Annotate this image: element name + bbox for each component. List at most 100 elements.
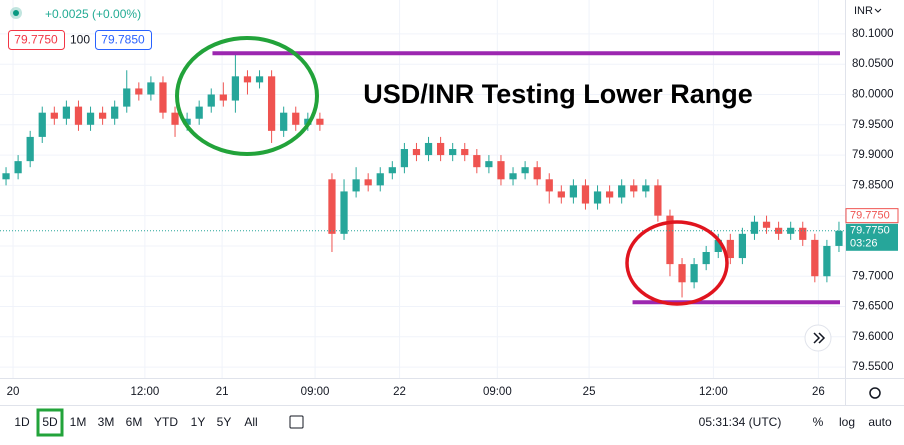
candle-body (62, 106, 71, 119)
range-button[interactable]: 3M (98, 415, 115, 429)
y-tick-label: 79.6500 (852, 301, 894, 313)
candle-body (436, 142, 445, 156)
candle-body (666, 215, 674, 265)
candle-body (400, 149, 409, 168)
y-tick-label: 79.7000 (852, 270, 894, 282)
x-tick-label: 20 (7, 386, 20, 398)
candle-body (738, 233, 747, 259)
candle-body (340, 191, 348, 234)
y-tick-label: 80.0000 (852, 89, 894, 101)
candle-body (449, 149, 457, 156)
candle-body (219, 94, 227, 101)
range-button[interactable]: 5Y (217, 415, 232, 429)
annotation: USD/INR Testing Lower Range (363, 79, 753, 109)
range-button[interactable]: All (244, 415, 257, 429)
candle-body (183, 118, 191, 125)
candle-body (38, 112, 46, 137)
x-tick-label: 12:00 (130, 386, 159, 398)
candle-body (461, 149, 469, 156)
candle-body (678, 264, 686, 283)
candle-body (123, 88, 131, 107)
candle-body (50, 112, 58, 119)
range-button[interactable]: 1D (14, 415, 30, 429)
candle-body (509, 173, 517, 180)
candle-body (545, 179, 553, 192)
candle-body (74, 106, 83, 125)
scale-option[interactable]: log (839, 415, 855, 429)
range-button[interactable]: 6M (126, 415, 143, 429)
candle-body (159, 82, 167, 113)
range-button[interactable]: 1Y (191, 415, 206, 429)
candle-body (485, 161, 493, 168)
candle-body (195, 106, 203, 119)
candle-body (243, 76, 252, 83)
spread: 100 (70, 33, 90, 47)
candle-body (630, 185, 638, 192)
x-tick-label: 25 (583, 386, 596, 398)
y-tick-label: 80.0500 (852, 58, 894, 70)
y-tick-label: 79.9500 (852, 119, 894, 131)
scale-option[interactable]: auto (868, 415, 892, 429)
y-tick-label: 79.6000 (852, 331, 894, 343)
candle-body (147, 82, 155, 95)
candle-body (86, 112, 95, 125)
range-button[interactable]: YTD (154, 415, 178, 429)
candle-body (352, 179, 360, 192)
candle-body (762, 221, 771, 228)
candle-body (618, 185, 626, 198)
ask-price: 79.7850 (101, 33, 145, 47)
status-dot (13, 10, 19, 16)
calendar-icon[interactable] (289, 415, 304, 429)
candle-body (255, 76, 264, 83)
dropdown-icon (874, 8, 882, 13)
range-button[interactable]: 1M (70, 415, 87, 429)
x-tick-label: 12:00 (699, 386, 728, 398)
prev-price-tag (845, 208, 899, 224)
x-tick-label: 21 (216, 386, 229, 398)
x-tick-label: 26 (812, 386, 825, 398)
highlight-circle (175, 36, 319, 156)
last-price-tag (846, 223, 898, 251)
candle-body (328, 179, 336, 234)
settings-icon[interactable] (869, 387, 881, 399)
bid-box[interactable] (8, 30, 65, 50)
candle-body (593, 191, 602, 204)
candle-body (364, 179, 372, 186)
candle-body (280, 112, 288, 131)
candle-body (774, 227, 783, 234)
candle-body (702, 252, 710, 265)
candle-body (654, 185, 662, 216)
candle-body (267, 76, 276, 131)
y-tick-label: 79.5500 (852, 361, 894, 373)
candle-body (376, 173, 384, 186)
y-tick-label: 79.9000 (852, 149, 894, 161)
candle-body (521, 167, 529, 174)
bid-price: 79.7750 (14, 33, 58, 47)
y-tick-label: 79.8500 (852, 179, 894, 191)
candle-body (835, 230, 843, 246)
candle-body (14, 161, 22, 174)
clock: 05:31:34 (UTC) (699, 415, 782, 429)
candle-body (473, 155, 481, 168)
y-tick-label: 80.1000 (852, 28, 894, 40)
candle-body (823, 245, 831, 277)
scale-option[interactable]: % (813, 415, 824, 429)
candle-body (171, 112, 179, 125)
candle-body (799, 227, 807, 240)
candle-body (292, 112, 300, 125)
candle-body (135, 88, 143, 95)
range-button[interactable]: 5D (42, 415, 58, 429)
candle-body (424, 142, 433, 156)
candle-body (316, 118, 324, 125)
ask-box[interactable] (95, 30, 152, 50)
price-change: +0.0025 (+0.00%) (45, 7, 141, 21)
candle-body (207, 94, 215, 107)
highlight-circle (625, 220, 729, 306)
candle-body (2, 173, 10, 180)
candle-body (557, 191, 565, 198)
last-price-label: 79.7750 (850, 225, 890, 237)
active-range-box (36, 408, 64, 437)
currency[interactable]: INR (854, 5, 873, 17)
